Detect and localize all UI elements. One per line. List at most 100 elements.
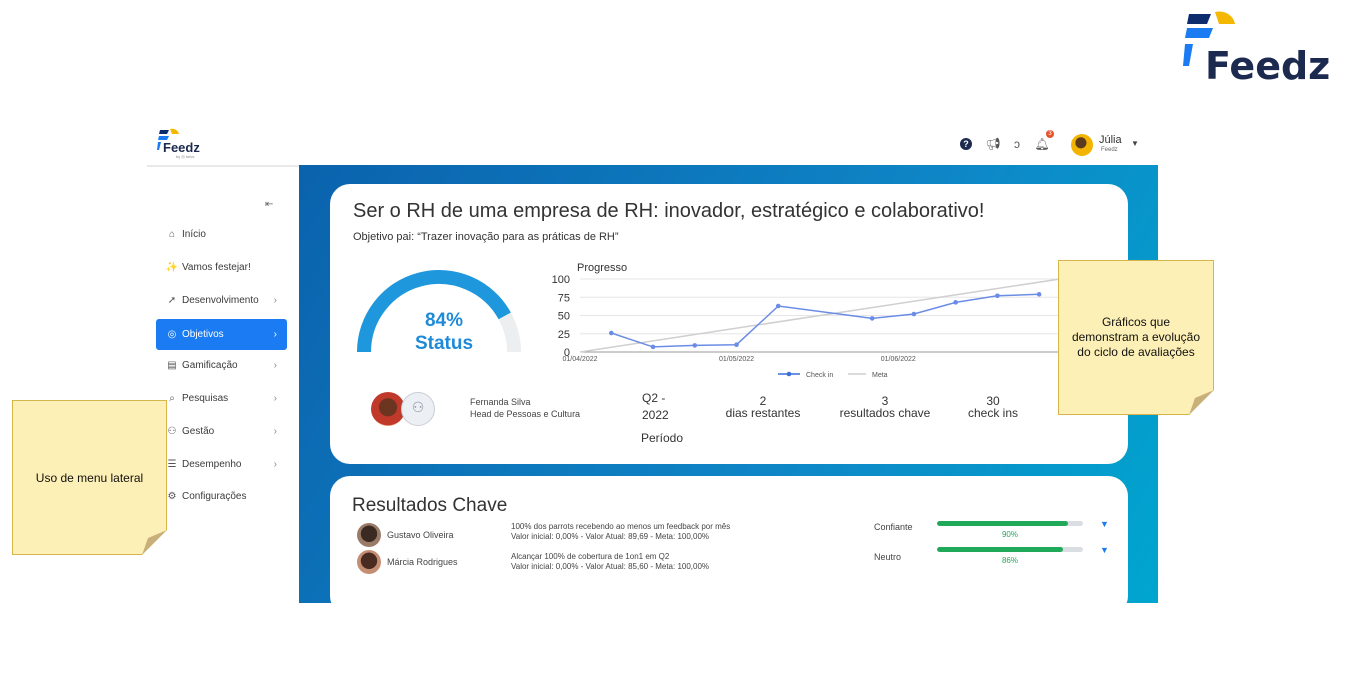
notification-badge: 3 — [1046, 130, 1054, 138]
sidebar-item-8[interactable]: ⚙ Configurações — [156, 481, 287, 512]
y-tick-label: 100 — [552, 274, 570, 286]
y-tick-label: 50 — [558, 311, 570, 323]
search-icon: ⌕ — [169, 393, 175, 404]
progress-chart: Progresso 0 25 50 75 100 01/04/2022 01/05/2022 0… — [552, 262, 1061, 379]
meta-line — [579, 278, 1061, 353]
owner-name: Fernanda Silva — [470, 397, 531, 407]
check-in-point — [775, 303, 781, 309]
group-avatar: ⚇ — [401, 392, 435, 426]
help-icon[interactable]: ? — [960, 138, 972, 150]
sidebar-item-3[interactable]: ◎ Objetivos › — [156, 319, 287, 350]
x-tick-label: 01/05/2022 — [719, 356, 754, 363]
megaphone-icon[interactable]: 📢︎ — [985, 137, 1001, 151]
sidebar-item-4[interactable]: ▤ Gamificação › — [156, 350, 287, 381]
check-in-line — [611, 293, 1040, 348]
objective-card — [330, 184, 1128, 464]
note-text: Gráficos que demonstram a evolução do ci… — [1071, 315, 1201, 359]
check-in-point — [1036, 292, 1042, 297]
feedz-logo — [157, 128, 179, 150]
user-org: Feedz — [1101, 147, 1118, 153]
sidebar — [147, 167, 299, 603]
kr-progress-fill — [937, 521, 1069, 526]
kr-owner-name: Gustavo Oliveira — [387, 530, 454, 540]
status-label: Status — [414, 333, 474, 354]
annotation-note-graphs: Gráficos que demonstram a evolução do ci… — [1058, 260, 1214, 415]
sidebar-item-2[interactable]: ➚ Desenvolvimento › — [156, 285, 287, 316]
stat-key-results-value: 3 — [881, 394, 889, 408]
x-tick-label: 01/04/2022 — [562, 356, 597, 363]
x-tick-label: 01/06/2022 — [881, 356, 916, 363]
annotation-note-menu: Uso de menu lateral — [12, 400, 167, 555]
kr-status: Neutro — [874, 552, 902, 562]
chevron-right-icon: › — [273, 295, 277, 306]
user-avatar[interactable] — [1071, 134, 1093, 156]
sidebar-item-0[interactable]: ⌂ Início — [156, 219, 287, 250]
check-in-point — [995, 293, 1000, 299]
sidebar-item-label: Gamificação — [182, 360, 238, 371]
kr-status: Confiante — [874, 522, 913, 532]
kr-description[interactable]: Alcançar 100% de cobertura de 1on1 em Q2 — [511, 552, 670, 561]
key-results-card — [330, 476, 1128, 616]
sidebar-item-label: Gestão — [182, 426, 215, 437]
sidebar-item-label: Vamos festejar! — [182, 262, 251, 273]
note-fold — [142, 530, 167, 555]
sidebar-item-label: Pesquisas — [182, 393, 229, 404]
y-tick-label: 25 — [558, 329, 570, 341]
kr-values: Valor inicial: 0,00% - Valor Atual: 85,6… — [511, 562, 710, 571]
top-bar — [147, 120, 1158, 167]
sidebar-item-label: Configurações — [182, 491, 247, 502]
rocket-icon: ➚ — [167, 295, 177, 306]
gauge-fill — [357, 270, 511, 353]
brand-name: Feedz — [1205, 44, 1331, 88]
objective-parent: Objetivo pai: “Trazer inovação para as p… — [353, 231, 619, 243]
chart-title: Progresso — [577, 262, 627, 274]
sidebar-item-label: Desenvolvimento — [182, 295, 259, 306]
stat-checkins-label: check ins — [967, 406, 1019, 420]
status-percent: 84% — [424, 310, 464, 331]
stat-days-label: dias restantes — [725, 406, 801, 420]
stat-key-results-label: resultados chave — [839, 406, 931, 420]
app-logo-text[interactable]: Feedz — [163, 140, 200, 155]
target-icon: ◎ — [167, 329, 177, 340]
y-tick-label: 75 — [558, 292, 570, 304]
kr-values: Valor inicial: 0,00% - Valor Atual: 89,6… — [511, 532, 710, 541]
chevron-right-icon: › — [273, 426, 277, 437]
check-in-point — [650, 344, 656, 350]
kr-owner-name: Márcia Rodrigues — [387, 557, 458, 567]
sidebar-item-1[interactable]: ✨ Vamos festejar! — [156, 252, 287, 283]
home-icon: ⌂ — [168, 229, 176, 240]
sidebar-item-6[interactable]: ⚇ Gestão › — [156, 416, 287, 447]
check-in-point — [734, 342, 739, 347]
party-icon: ✨ — [165, 262, 179, 273]
expand-caret-icon[interactable]: ▼ — [1100, 545, 1109, 555]
sidebar-item-label: Início — [182, 229, 206, 240]
period-value-line1: Q2 - — [642, 391, 666, 405]
kr-percent: 90% — [1001, 530, 1018, 539]
people-icon: ⚇ — [167, 426, 177, 437]
sidebar-item-5[interactable]: ⌕ Pesquisas › — [156, 383, 287, 414]
clipboard-icon: ☰ — [167, 459, 177, 470]
objective-title: Ser o RH de uma empresa de RH: inovador,… — [353, 200, 985, 222]
check-in-point — [953, 300, 958, 305]
user-name[interactable]: Júlia — [1099, 134, 1122, 146]
expand-caret-icon[interactable]: ▼ — [1100, 519, 1109, 529]
key-results-title: Resultados Chave — [352, 495, 508, 516]
legend-meta-label: Meta — [872, 372, 888, 379]
sidebar-item-7[interactable]: ☰ Desempenho › — [156, 449, 287, 480]
check-in-point — [869, 316, 875, 321]
legend-checkin-label: Check in — [806, 372, 833, 379]
app-logo-subtitle: by ◎ totvs — [176, 154, 195, 159]
caret-down-icon[interactable]: ▼ — [1131, 139, 1139, 148]
ear-icon[interactable]: ↄ — [1014, 137, 1020, 151]
sidebar-item-label: Objetivos — [182, 329, 224, 340]
owner-role: Head de Pessoas e Cultura — [470, 409, 581, 419]
note-fold — [1189, 390, 1214, 415]
kr-description[interactable]: 100% dos parrots recebendo ao menos um f… — [511, 522, 731, 531]
feedz-brand-logo — [1183, 11, 1235, 66]
stat-days-value: 2 — [759, 394, 767, 408]
owner-avatar — [371, 392, 405, 426]
status-gauge — [357, 270, 521, 353]
bell-icon[interactable]: 🔔︎ — [1034, 137, 1050, 151]
kr-progress-bar — [937, 521, 1083, 526]
collapse-sidebar-icon[interactable]: ⇤ — [265, 199, 274, 210]
